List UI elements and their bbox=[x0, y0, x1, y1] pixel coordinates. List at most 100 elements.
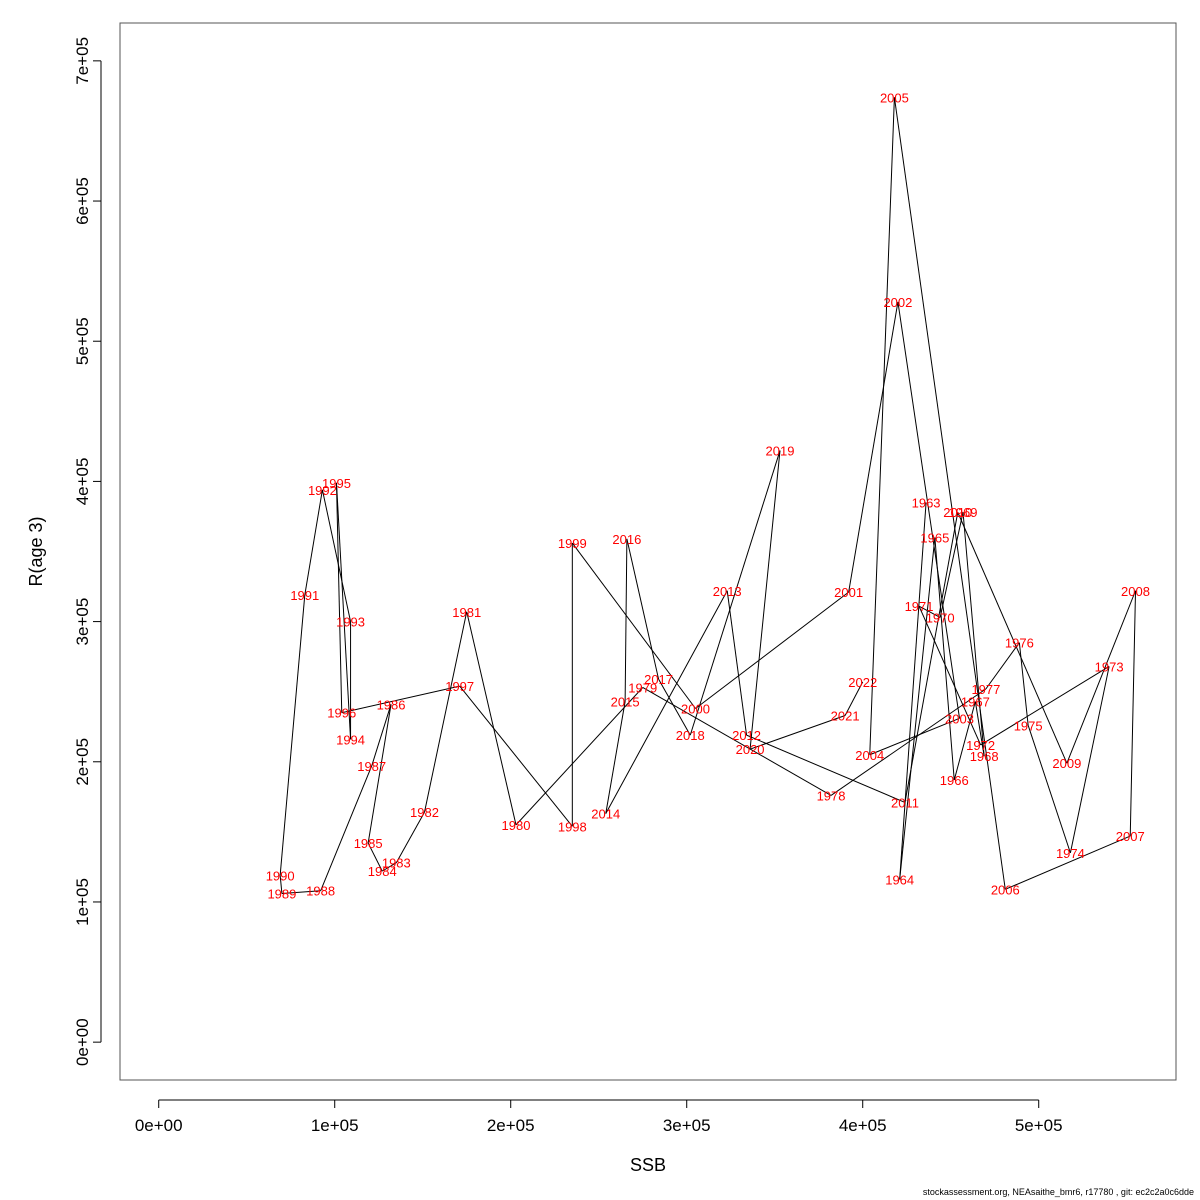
year-label: 2002 bbox=[883, 295, 912, 310]
y-tick-label: 1e+05 bbox=[73, 878, 92, 926]
year-label: 2008 bbox=[1121, 584, 1150, 599]
x-tick-label: 1e+05 bbox=[311, 1116, 359, 1135]
year-label: 1982 bbox=[410, 805, 439, 820]
series-segment bbox=[695, 591, 849, 709]
series-segment bbox=[320, 765, 373, 891]
year-label: 1981 bbox=[452, 605, 481, 620]
year-label: 2014 bbox=[591, 807, 620, 822]
year-label: 2010 bbox=[943, 505, 972, 520]
year-label: 1991 bbox=[290, 588, 319, 603]
year-label: 1996 bbox=[327, 706, 356, 721]
year-label: 1987 bbox=[357, 759, 386, 774]
series-segment bbox=[381, 862, 397, 872]
year-label: 1965 bbox=[920, 530, 949, 545]
series-segment bbox=[515, 687, 644, 826]
year-label: 1977 bbox=[971, 682, 1000, 697]
series-segment bbox=[605, 701, 626, 814]
series-segment bbox=[626, 538, 660, 680]
x-axis-title: SSB bbox=[630, 1155, 666, 1175]
series-segment bbox=[904, 512, 959, 803]
year-label: 1971 bbox=[905, 599, 934, 614]
series-segment bbox=[1027, 725, 1071, 854]
series-segment bbox=[466, 611, 517, 825]
year-label: 1983 bbox=[382, 856, 411, 871]
series-segment bbox=[899, 537, 936, 880]
year-label: 1992 bbox=[308, 483, 337, 498]
x-tick-label: 4e+05 bbox=[839, 1116, 887, 1135]
series-segment bbox=[1069, 666, 1110, 854]
year-label: 1972 bbox=[966, 738, 995, 753]
series-segment bbox=[830, 688, 987, 796]
y-tick-label: 0e+00 bbox=[73, 1018, 92, 1066]
year-label: 1986 bbox=[377, 697, 406, 712]
series-segment bbox=[1018, 642, 1029, 726]
series-segment bbox=[335, 482, 343, 713]
series-segment bbox=[899, 502, 927, 880]
year-label: 2009 bbox=[1052, 756, 1081, 771]
series-segment bbox=[749, 450, 781, 750]
year-label: 1973 bbox=[1095, 659, 1124, 674]
series-segment bbox=[367, 842, 383, 872]
x-tick-label: 0e+00 bbox=[135, 1116, 183, 1135]
series-segment bbox=[897, 301, 961, 719]
year-label: 2003 bbox=[945, 711, 974, 726]
series-segment bbox=[869, 717, 960, 756]
series-segment bbox=[605, 590, 728, 814]
year-label: 2000 bbox=[681, 702, 710, 717]
series-segment bbox=[869, 97, 895, 755]
year-label: 1976 bbox=[1005, 636, 1034, 651]
year-label: 1979 bbox=[628, 680, 657, 695]
x-tick-label: 2e+05 bbox=[487, 1116, 535, 1135]
year-label: 2017 bbox=[644, 672, 673, 687]
year-label: 1990 bbox=[266, 868, 295, 883]
series-segment bbox=[279, 875, 283, 894]
y-tick-label: 7e+05 bbox=[73, 37, 92, 85]
year-label: 1995 bbox=[322, 476, 351, 491]
series-segment bbox=[459, 685, 573, 827]
year-label: 2015 bbox=[611, 694, 640, 709]
series-segment bbox=[658, 678, 691, 736]
year-label: 1970 bbox=[926, 610, 955, 625]
year-label: 1997 bbox=[445, 679, 474, 694]
y-tick-label: 3e+05 bbox=[73, 598, 92, 646]
year-label: 1964 bbox=[885, 873, 914, 888]
series-segment bbox=[934, 537, 955, 781]
y-tick-label: 6e+05 bbox=[73, 177, 92, 225]
series-segment bbox=[953, 701, 976, 781]
year-label: 2006 bbox=[991, 882, 1020, 897]
year-label: 2012 bbox=[732, 728, 761, 743]
series-segment bbox=[726, 590, 748, 736]
series-segment bbox=[985, 642, 1020, 690]
series-segment bbox=[746, 734, 906, 803]
year-label: 2021 bbox=[831, 709, 860, 724]
x-tick-label: 5e+05 bbox=[1015, 1116, 1063, 1135]
year-label: 1988 bbox=[306, 884, 335, 899]
year-label: 2019 bbox=[766, 444, 795, 459]
series-segment bbox=[642, 687, 832, 796]
year-label: 2001 bbox=[834, 585, 863, 600]
year-label: 1993 bbox=[336, 615, 365, 630]
series-segment bbox=[1066, 590, 1136, 764]
year-label: 1968 bbox=[970, 749, 999, 764]
y-tick-label: 2e+05 bbox=[73, 738, 92, 786]
year-label: 1980 bbox=[502, 818, 531, 833]
series-segment bbox=[1005, 835, 1131, 890]
series-segment bbox=[281, 890, 321, 895]
series-segment bbox=[918, 605, 941, 618]
year-label: 1989 bbox=[267, 887, 296, 902]
y-tick-label: 4e+05 bbox=[73, 458, 92, 506]
year-label: 2007 bbox=[1116, 829, 1145, 844]
series-line bbox=[279, 97, 1137, 895]
series-segment bbox=[367, 704, 392, 844]
year-label: 1967 bbox=[961, 694, 990, 709]
series-segment bbox=[395, 812, 425, 863]
year-label: 1966 bbox=[940, 773, 969, 788]
series-segment bbox=[571, 542, 696, 709]
series-segment bbox=[279, 594, 306, 876]
series-segment bbox=[321, 489, 352, 622]
year-label: 2016 bbox=[612, 532, 641, 547]
year-label: 1999 bbox=[558, 536, 587, 551]
series-segment bbox=[689, 450, 781, 736]
